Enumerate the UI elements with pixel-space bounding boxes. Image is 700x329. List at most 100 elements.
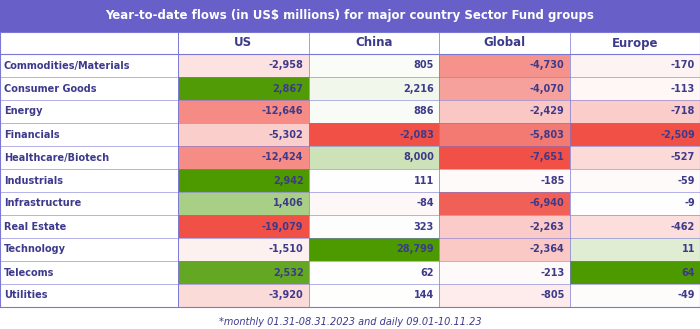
Bar bbox=[0, 0, 700, 32]
Bar bbox=[309, 54, 439, 77]
Text: 2,867: 2,867 bbox=[272, 84, 304, 93]
Text: -2,263: -2,263 bbox=[530, 221, 564, 232]
Text: 805: 805 bbox=[414, 61, 434, 70]
Bar bbox=[178, 77, 309, 100]
Bar bbox=[570, 146, 700, 169]
Text: Industrials: Industrials bbox=[4, 175, 63, 186]
Text: -59: -59 bbox=[678, 175, 695, 186]
Text: -4,730: -4,730 bbox=[530, 61, 564, 70]
Bar bbox=[178, 192, 309, 215]
Text: -462: -462 bbox=[671, 221, 695, 232]
Bar bbox=[0, 284, 178, 307]
Bar bbox=[309, 238, 439, 261]
Bar bbox=[439, 146, 570, 169]
Text: 2,532: 2,532 bbox=[273, 267, 304, 277]
Text: 886: 886 bbox=[414, 107, 434, 116]
Bar bbox=[439, 123, 570, 146]
Text: 11: 11 bbox=[682, 244, 695, 255]
Text: 111: 111 bbox=[414, 175, 434, 186]
Bar bbox=[309, 146, 439, 169]
Bar bbox=[570, 284, 700, 307]
Bar bbox=[309, 123, 439, 146]
Text: -84: -84 bbox=[416, 198, 434, 209]
Bar bbox=[439, 169, 570, 192]
Bar bbox=[309, 215, 439, 238]
Bar bbox=[0, 77, 178, 100]
Bar bbox=[0, 54, 178, 77]
Bar bbox=[439, 261, 570, 284]
Text: 1,406: 1,406 bbox=[273, 198, 304, 209]
Text: Global: Global bbox=[483, 37, 525, 49]
Bar bbox=[439, 100, 570, 123]
Text: 144: 144 bbox=[414, 291, 434, 300]
Text: -9: -9 bbox=[685, 198, 695, 209]
Text: -3,920: -3,920 bbox=[269, 291, 304, 300]
Bar bbox=[0, 32, 700, 54]
Text: *monthly 01.31-08.31.2023 and daily 09.01-10.11.23: *monthly 01.31-08.31.2023 and daily 09.0… bbox=[218, 317, 482, 327]
Bar bbox=[309, 192, 439, 215]
Text: Real Estate: Real Estate bbox=[4, 221, 66, 232]
Bar bbox=[439, 54, 570, 77]
Bar bbox=[439, 192, 570, 215]
Bar bbox=[0, 192, 178, 215]
Bar bbox=[570, 169, 700, 192]
Text: Commodities/Materials: Commodities/Materials bbox=[4, 61, 130, 70]
Text: Telecoms: Telecoms bbox=[4, 267, 55, 277]
Text: -19,079: -19,079 bbox=[262, 221, 304, 232]
Text: Consumer Goods: Consumer Goods bbox=[4, 84, 97, 93]
Text: 323: 323 bbox=[414, 221, 434, 232]
Bar bbox=[178, 169, 309, 192]
Bar bbox=[178, 54, 309, 77]
Bar bbox=[0, 100, 178, 123]
Text: -6,940: -6,940 bbox=[530, 198, 564, 209]
Text: Financials: Financials bbox=[4, 130, 60, 139]
Text: 8,000: 8,000 bbox=[403, 153, 434, 163]
Text: Healthcare/Biotech: Healthcare/Biotech bbox=[4, 153, 109, 163]
Bar bbox=[309, 77, 439, 100]
Bar bbox=[570, 238, 700, 261]
Text: -2,364: -2,364 bbox=[530, 244, 564, 255]
Text: 64: 64 bbox=[682, 267, 695, 277]
Bar bbox=[178, 100, 309, 123]
Text: -7,651: -7,651 bbox=[530, 153, 564, 163]
Text: 2,216: 2,216 bbox=[403, 84, 434, 93]
Text: China: China bbox=[355, 37, 393, 49]
Bar bbox=[178, 123, 309, 146]
Text: -4,070: -4,070 bbox=[530, 84, 564, 93]
Text: -1,510: -1,510 bbox=[269, 244, 304, 255]
Text: -185: -185 bbox=[540, 175, 564, 186]
Bar bbox=[570, 54, 700, 77]
Text: -805: -805 bbox=[540, 291, 564, 300]
Text: Energy: Energy bbox=[4, 107, 43, 116]
Bar bbox=[570, 261, 700, 284]
Bar bbox=[570, 100, 700, 123]
Bar bbox=[0, 238, 178, 261]
Bar bbox=[570, 123, 700, 146]
Text: -5,302: -5,302 bbox=[269, 130, 304, 139]
Bar bbox=[0, 261, 178, 284]
Text: -12,424: -12,424 bbox=[262, 153, 304, 163]
Text: Year-to-date flows (in US$ millions) for major country Sector Fund groups: Year-to-date flows (in US$ millions) for… bbox=[106, 10, 594, 22]
Bar bbox=[0, 169, 178, 192]
Text: Infrastructure: Infrastructure bbox=[4, 198, 81, 209]
Text: Technology: Technology bbox=[4, 244, 66, 255]
Text: 2,942: 2,942 bbox=[273, 175, 304, 186]
Text: -12,646: -12,646 bbox=[262, 107, 304, 116]
Text: -5,803: -5,803 bbox=[530, 130, 564, 139]
Text: -113: -113 bbox=[671, 84, 695, 93]
Text: -718: -718 bbox=[671, 107, 695, 116]
Bar bbox=[0, 123, 178, 146]
Bar bbox=[178, 146, 309, 169]
Text: -49: -49 bbox=[678, 291, 695, 300]
Text: -2,083: -2,083 bbox=[399, 130, 434, 139]
Bar bbox=[178, 215, 309, 238]
Text: -213: -213 bbox=[540, 267, 564, 277]
Bar bbox=[570, 77, 700, 100]
Bar bbox=[0, 146, 178, 169]
Bar bbox=[178, 284, 309, 307]
Bar bbox=[439, 284, 570, 307]
Text: 62: 62 bbox=[421, 267, 434, 277]
Bar bbox=[570, 215, 700, 238]
Text: Europe: Europe bbox=[612, 37, 658, 49]
Bar bbox=[439, 238, 570, 261]
